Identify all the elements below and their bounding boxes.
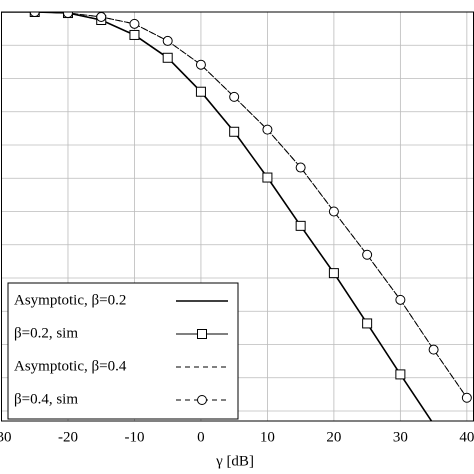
marker	[197, 395, 207, 405]
x-axis-label: γ [dB]	[215, 453, 254, 469]
legend-label: β=0.4, sim	[14, 391, 78, 407]
marker	[295, 220, 306, 231]
legend-label: Asymptotic, β=0.2	[14, 292, 126, 308]
legend: Asymptotic, β=0.2 β=0.2, sim Asymptotic, β…	[7, 282, 239, 420]
x-tick-label: 30	[393, 429, 408, 445]
marker	[195, 86, 206, 97]
marker	[262, 124, 273, 135]
x-tick-label: 0	[197, 429, 205, 445]
x-tick-label: -20	[58, 429, 78, 445]
marker	[428, 344, 439, 355]
marker	[362, 318, 373, 329]
marker	[395, 369, 406, 380]
marker	[229, 126, 240, 137]
marker	[328, 268, 339, 279]
marker	[197, 329, 207, 339]
marker	[96, 12, 107, 22]
x-tick-label: -10	[124, 429, 144, 445]
marker	[229, 91, 240, 102]
series-line	[34, 12, 468, 399]
series-line	[34, 12, 401, 375]
marker	[162, 35, 173, 46]
marker	[162, 52, 173, 63]
marker	[62, 12, 73, 19]
x-tick-label: -30	[0, 429, 12, 445]
marker	[362, 249, 373, 260]
marker	[195, 59, 206, 70]
x-tick-label: 10	[260, 429, 275, 445]
x-tick-label: 40	[459, 429, 474, 445]
marker	[461, 392, 472, 403]
marker	[295, 162, 306, 173]
marker	[395, 294, 406, 305]
legend-label: β=0.2, sim	[14, 325, 78, 341]
marker	[328, 206, 339, 217]
plot-area	[1, 12, 472, 421]
marker	[129, 18, 140, 29]
marker	[129, 29, 140, 40]
marker	[29, 12, 40, 17]
legend-label: Asymptotic, β=0.4	[14, 358, 127, 374]
x-tick-label: 20	[326, 429, 341, 445]
marker	[262, 172, 273, 183]
